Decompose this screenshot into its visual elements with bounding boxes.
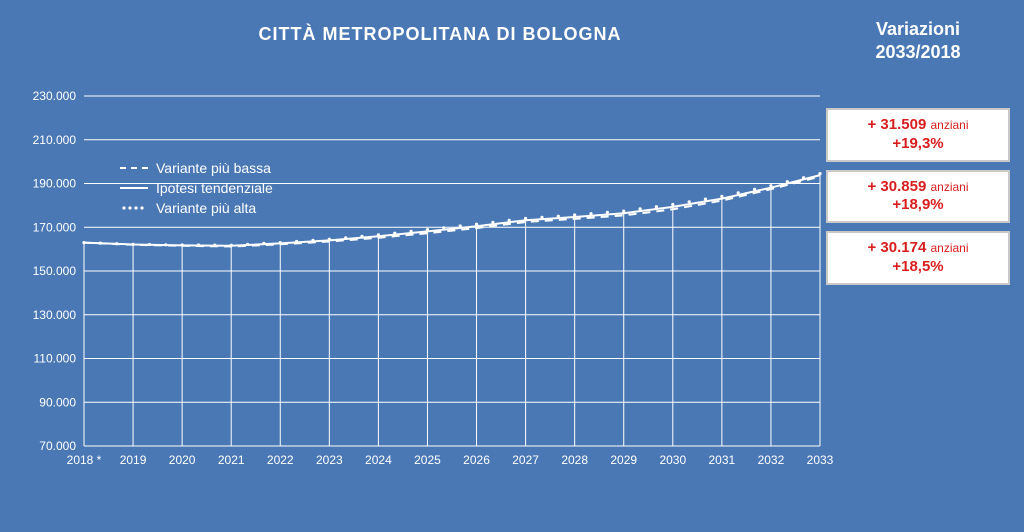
svg-text:2022: 2022 bbox=[267, 453, 294, 467]
legend-label: Ipotesi tendenziale bbox=[156, 180, 273, 196]
svg-text:2019: 2019 bbox=[120, 453, 147, 467]
legend: Variante più bassa Ipotesi tendenziale V… bbox=[120, 160, 273, 220]
svg-text:2029: 2029 bbox=[610, 453, 637, 467]
svg-text:110.000: 110.000 bbox=[34, 352, 77, 366]
svg-text:170.000: 170.000 bbox=[33, 220, 77, 234]
svg-text:2023: 2023 bbox=[316, 453, 343, 467]
legend-item-bassa: Variante più bassa bbox=[120, 160, 273, 176]
svg-text:90.000: 90.000 bbox=[39, 395, 76, 409]
dash-line-icon bbox=[120, 161, 148, 175]
card-value: + 30.859 anziani bbox=[832, 178, 1004, 197]
svg-text:2033: 2033 bbox=[807, 453, 834, 467]
chart-title: CITTÀ METROPOLITANA DI BOLOGNA bbox=[50, 24, 830, 45]
card-pct: +18,5% bbox=[832, 258, 1004, 277]
solid-line-icon bbox=[120, 181, 148, 195]
card-pct: +19,3% bbox=[832, 135, 1004, 154]
svg-text:2027: 2027 bbox=[512, 453, 539, 467]
svg-text:2028: 2028 bbox=[561, 453, 588, 467]
svg-text:2024: 2024 bbox=[365, 453, 392, 467]
legend-item-alta: Variante più alta bbox=[120, 200, 273, 216]
svg-text:2031: 2031 bbox=[709, 453, 736, 467]
svg-text:2030: 2030 bbox=[659, 453, 686, 467]
svg-text:2025: 2025 bbox=[414, 453, 441, 467]
svg-text:190.000: 190.000 bbox=[33, 177, 77, 191]
variation-card: + 30.859 anziani+18,9% bbox=[826, 170, 1010, 224]
legend-item-tendenziale: Ipotesi tendenziale bbox=[120, 180, 273, 196]
variation-card: + 31.509 anziani+19,3% bbox=[826, 108, 1010, 162]
card-value: + 31.509 anziani bbox=[832, 116, 1004, 135]
card-value: + 30.174 anziani bbox=[832, 239, 1004, 258]
svg-text:2032: 2032 bbox=[758, 453, 785, 467]
dotted-line-icon bbox=[120, 201, 148, 215]
svg-text:230.000: 230.000 bbox=[33, 89, 77, 103]
svg-text:130.000: 130.000 bbox=[33, 308, 77, 322]
card-pct: +18,9% bbox=[832, 196, 1004, 215]
svg-text:2020: 2020 bbox=[169, 453, 196, 467]
legend-label: Variante più bassa bbox=[156, 160, 271, 176]
svg-text:2018 *: 2018 * bbox=[67, 453, 102, 467]
svg-text:70.000: 70.000 bbox=[39, 439, 76, 453]
line-chart: 70.00090.000110.000130.000150.000170.000… bbox=[70, 90, 830, 470]
variation-card: + 30.174 anziani+18,5% bbox=[826, 231, 1010, 285]
svg-text:2026: 2026 bbox=[463, 453, 490, 467]
variation-cards: + 31.509 anziani+19,3%+ 30.859 anziani+1… bbox=[826, 108, 1010, 285]
svg-text:210.000: 210.000 bbox=[33, 133, 77, 147]
svg-text:150.000: 150.000 bbox=[33, 264, 77, 278]
svg-text:2021: 2021 bbox=[218, 453, 245, 467]
variations-header: Variazioni2033/2018 bbox=[838, 18, 998, 63]
legend-label: Variante più alta bbox=[156, 200, 256, 216]
